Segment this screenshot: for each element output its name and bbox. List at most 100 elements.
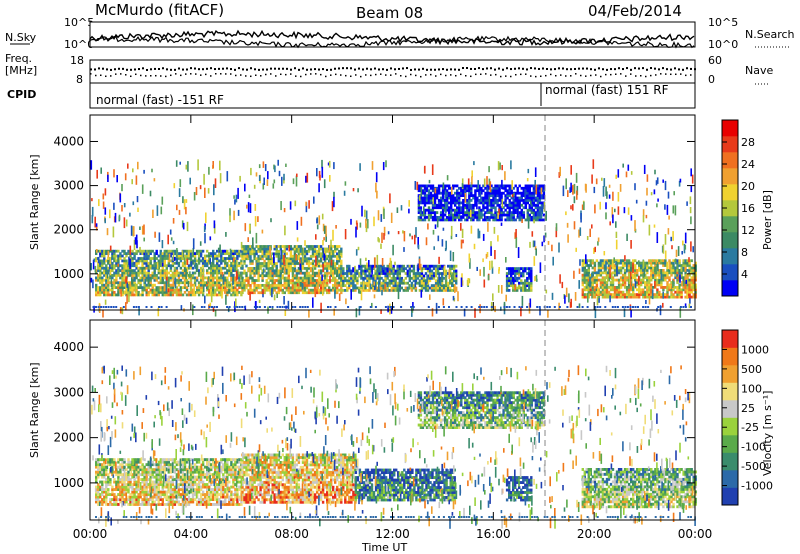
power-cell [279,279,282,282]
power-cell [474,199,477,202]
power-cell [452,196,455,200]
power-cell [275,274,278,278]
power-cell [287,284,290,287]
power-scatter-cell [672,231,674,241]
power-cell [236,257,239,260]
power-cell [107,276,110,280]
power-cell [332,254,335,258]
power-cell [109,288,112,292]
power-cell [434,272,438,275]
power-cell [690,266,693,270]
power-cell [617,281,621,284]
power-cell [307,291,311,295]
power-scatter-cell [578,229,580,238]
power-scatter-cell [284,225,286,236]
power-scatter-cell [94,216,96,228]
power-cell [127,288,130,292]
power-cell [265,250,268,253]
power-cell [512,203,515,207]
power-cell [323,288,327,292]
power-scatter-cell [202,285,205,293]
power-cell [139,283,142,287]
power-cell [232,276,235,280]
power-cell [97,276,100,280]
power-cell [147,271,150,275]
power-cell [253,284,256,287]
power-cell [432,284,436,287]
power-cell [615,288,619,292]
power-cell [621,293,625,296]
power-cell [417,189,421,193]
power-cell [315,274,319,278]
nave-point [315,73,317,75]
power-cell [364,272,367,275]
power-cell [688,261,691,265]
power-scatter-cell [190,261,193,266]
power-scatter-cell [411,235,414,240]
power-cell [189,266,193,270]
power-cell [269,279,272,282]
power-cell [121,264,124,268]
power-cell [601,290,605,294]
power-cell [492,206,495,210]
power-scatter-cell [488,196,491,205]
power-cell [129,288,132,292]
freq-point [638,67,640,70]
power-cell [664,276,667,280]
power-cell [650,286,653,289]
power-scatter-cell [139,246,141,251]
power-cell [462,213,465,217]
power-cell [259,250,262,253]
power-cell [662,278,665,282]
power-cell [137,266,140,270]
power-cell [277,254,280,258]
power-scatter-cell [273,164,275,170]
power-scatter-cell [202,275,204,282]
power-cell [330,250,333,253]
power-cell [434,279,438,283]
power-cell [338,276,341,280]
power-cell [512,213,515,217]
power-scatter-cell [490,245,492,256]
power-cell [658,278,661,282]
power-cell [307,281,311,285]
power-cell [291,257,295,261]
nave-point [370,74,372,77]
power-scatter-cell [501,285,503,294]
power-cell [295,279,299,282]
power-cell [384,276,387,280]
power-cell [354,272,357,275]
power-scatter-cell [511,194,514,198]
power-cell [445,201,449,205]
power-cell [435,206,439,210]
power-cell [141,249,144,253]
power-cell [330,264,333,268]
power-cell [313,264,317,268]
power-cell [421,189,425,193]
power-cell [165,291,168,294]
power-cell [390,276,393,280]
power-cell [212,269,215,272]
power-cell [323,286,327,290]
power-cell [660,278,663,282]
power-cell [516,206,519,210]
power-scatter-cell [181,250,184,260]
nave-point [660,73,662,75]
power-cell [107,269,110,272]
power-cell [295,271,299,275]
power-scatter-cell [513,278,515,285]
power-cell [253,281,256,285]
power-scatter-cell [378,280,380,292]
power-cell [317,262,321,265]
power-cell [249,259,252,263]
nsearch-top: 10^5 [708,16,738,29]
power-cell [528,186,531,190]
power-scatter-cell [107,250,110,258]
power-cell [448,191,451,195]
power-cell [117,271,120,275]
power-scatter-cell [446,175,449,181]
power-cell [432,274,436,278]
power-cell [484,206,487,210]
freq-point [362,68,364,71]
power-cell [105,264,108,268]
